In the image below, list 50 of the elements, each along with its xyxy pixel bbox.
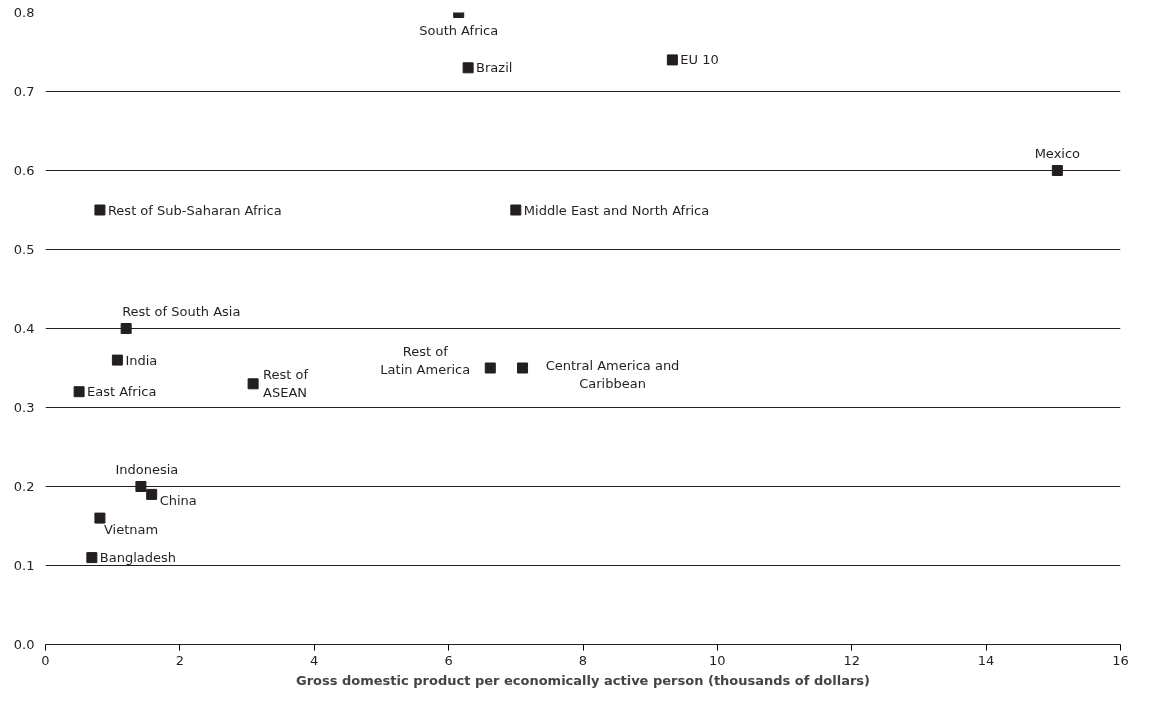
point: [111, 354, 123, 366]
annotation: Indonesia: [115, 461, 179, 477]
x-tick-label: 8: [578, 652, 588, 668]
point: [94, 204, 106, 216]
annotation: Mexico: [1034, 145, 1081, 161]
y-tick-label: 0.1: [13, 558, 35, 573]
x-tick-label: 2: [175, 652, 185, 668]
y-tick-label: 0.2: [13, 479, 35, 494]
annotation: South Africa: [419, 22, 499, 38]
y-tick-label: 0.5: [13, 242, 35, 257]
y-tick-label: 0.4: [13, 321, 35, 336]
annotation: Rest of ASEAN: [263, 367, 309, 401]
annotation: Rest of South Asia: [122, 303, 241, 319]
annotation: Rest of Sub-Saharan Africa: [107, 202, 282, 218]
x-tick-label: 14: [977, 652, 995, 668]
annotation: East Africa: [87, 384, 157, 400]
y-tick-label: 0.3: [13, 400, 35, 415]
y-tick-label: 0.6: [13, 163, 35, 178]
annotation: Brazil: [476, 60, 513, 76]
annotation: EU 10: [680, 52, 719, 68]
annotation: Middle East and North Africa: [523, 202, 710, 218]
x-tick-label: 6: [444, 652, 453, 668]
point: [120, 323, 132, 334]
point: [247, 378, 259, 390]
x-tick-label: 4: [310, 652, 319, 668]
point: [86, 552, 98, 564]
annotation: China: [159, 492, 197, 508]
point: [73, 386, 85, 398]
point: [1051, 165, 1063, 176]
x-axis-title: Gross domestic product per economically active person (thousands of dollars): [296, 672, 871, 688]
point: [94, 512, 106, 524]
annotation: Vietnam: [103, 522, 159, 538]
point: [517, 362, 529, 374]
point: [146, 488, 158, 500]
x-tick-label: 0: [41, 652, 50, 668]
annotation: Rest of Latin America: [380, 343, 471, 377]
x-tick-label: 10: [709, 652, 726, 668]
point: [510, 204, 522, 216]
x-tick-label: 16: [1112, 652, 1129, 668]
annotation: Central America and Caribbean: [545, 358, 680, 391]
y-tick-label: 0.7: [13, 84, 35, 99]
point: [666, 54, 678, 66]
point: [462, 62, 474, 74]
y-tick-label: 0.8: [13, 5, 35, 20]
x-tick-label: 12: [843, 652, 861, 668]
point: [484, 362, 496, 374]
y-tick-label: 0.0: [13, 637, 35, 652]
annotation: India: [125, 352, 158, 368]
annotation: Bangladesh: [99, 550, 177, 566]
point: [135, 481, 147, 492]
